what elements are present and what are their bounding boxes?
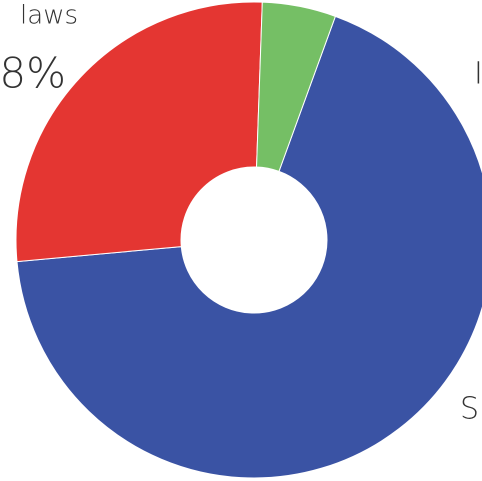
donut-slice: [16, 15, 482, 479]
slice-label: laws: [20, 1, 78, 31]
slice-value-label: 68%: [0, 49, 66, 98]
donut-slice: [15, 1, 263, 263]
donut-slice: [256, 1, 337, 173]
slice-label: I: [474, 57, 482, 92]
slice-label: S: [460, 392, 479, 427]
